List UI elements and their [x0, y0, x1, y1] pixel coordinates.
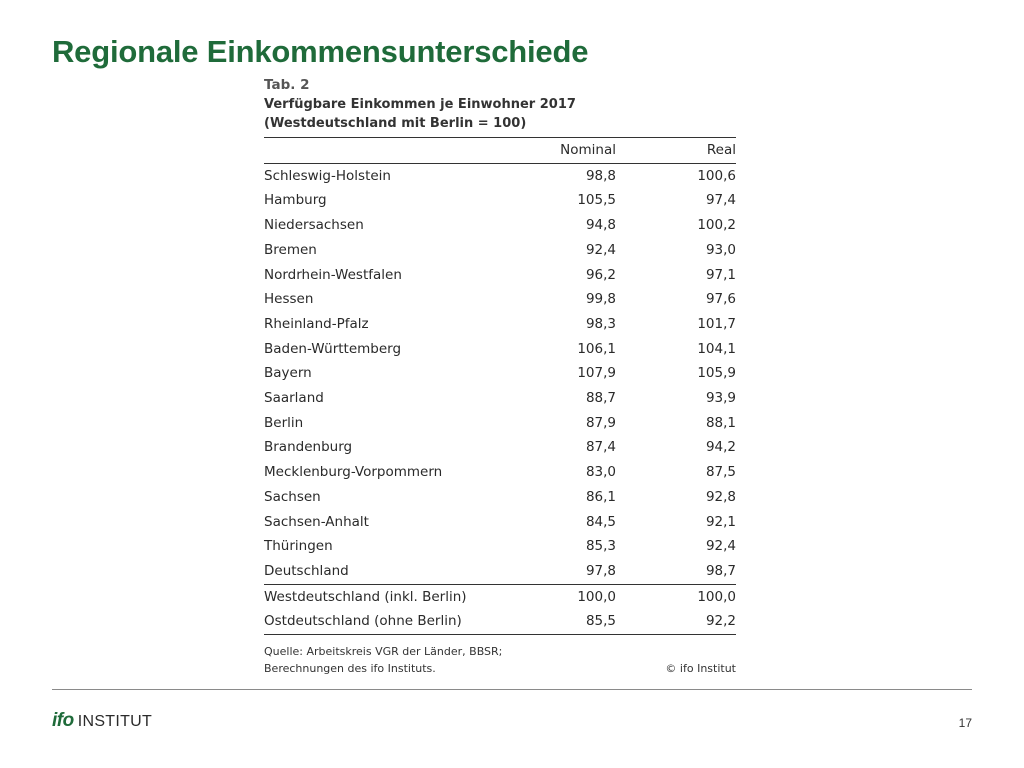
- cell-real: 92,8: [705, 488, 736, 505]
- cell-nominal: 100,0: [496, 583, 616, 610]
- table-row: Ostdeutschland (ohne Berlin) 85,5 92,2: [264, 609, 736, 636]
- cell-real: 93,0: [705, 241, 736, 258]
- table-row: Hessen 99,8 97,6: [264, 287, 736, 312]
- cell-nominal: 98,8: [585, 167, 616, 184]
- column-header-region: [264, 138, 496, 164]
- logo-institut-text: INSTITUT: [77, 713, 153, 730]
- table-row: Westdeutschland (inkl. Berlin) 100,0 100,0: [264, 583, 736, 610]
- cell-nominal: 92,4: [585, 241, 616, 258]
- table-row: Saarland 88,7 93,9: [264, 386, 736, 411]
- cell-nominal: 85,3: [585, 538, 616, 555]
- cell-nominal: 98,3: [585, 315, 616, 332]
- table-source: Quelle: Arbeitskreis VGR der Länder, BBS…: [264, 643, 736, 677]
- cell-region: Ostdeutschland (ohne Berlin): [264, 609, 496, 636]
- source-line-1: Quelle: Arbeitskreis VGR der Länder, BBS…: [264, 645, 503, 659]
- cell-region: Hamburg: [264, 192, 327, 209]
- cell-region: Bayern: [264, 365, 312, 382]
- slide-title: Regionale Einkommensunterschiede: [52, 34, 589, 69]
- table-caption-line-1: Verfügbare Einkommen je Einwohner 2017: [264, 97, 576, 112]
- cell-nominal: 94,8: [585, 217, 616, 234]
- cell-nominal: 86,1: [585, 488, 616, 505]
- table-caption-line-2: (Westdeutschland mit Berlin = 100): [264, 116, 527, 131]
- cell-nominal: 84,5: [585, 513, 616, 530]
- cell-real: 97,6: [705, 291, 736, 308]
- cell-nominal: 107,9: [577, 365, 616, 382]
- income-table-block: Tab. 2 Verfügbare Einkommen je Einwohner…: [264, 75, 736, 677]
- table-row: Deutschland 97,8 98,7: [264, 559, 736, 584]
- source-line-2: Berechnungen des ifo Instituts.: [264, 662, 436, 676]
- cell-real: 92,4: [705, 538, 736, 555]
- cell-region: Sachsen-Anhalt: [264, 513, 369, 530]
- cell-region: Mecklenburg-Vorpommern: [264, 464, 443, 481]
- table-row: Hamburg 105,5 97,4: [264, 188, 736, 213]
- cell-region: Thüringen: [264, 538, 333, 555]
- table-top-rule: [264, 137, 736, 138]
- cell-real: 105,9: [697, 365, 736, 382]
- cell-nominal: 87,4: [585, 439, 616, 456]
- cell-nominal: 99,8: [585, 291, 616, 308]
- cell-real: 92,1: [705, 513, 736, 530]
- table-row: Brandenburg 87,4 94,2: [264, 435, 736, 460]
- cell-nominal: 83,0: [585, 464, 616, 481]
- cell-real: 92,2: [616, 609, 736, 636]
- cell-real: 88,1: [705, 414, 736, 431]
- cell-real: 94,2: [705, 439, 736, 456]
- cell-region: Deutschland: [264, 562, 349, 579]
- cell-region: Baden-Württemberg: [264, 340, 402, 357]
- table-row: Bayern 107,9 105,9: [264, 361, 736, 386]
- table-body: Schleswig-Holstein 98,8 100,6 Hamburg 105,5 9…: [264, 163, 736, 584]
- column-header-nominal: Nominal: [496, 138, 616, 164]
- table-label: Tab. 2: [264, 77, 310, 93]
- cell-real: 87,5: [705, 464, 736, 481]
- cell-real: 98,7: [705, 562, 736, 579]
- footer-divider: [52, 689, 972, 690]
- cell-region: Berlin: [264, 414, 304, 431]
- page-number: 17: [958, 716, 972, 730]
- table-row: Niedersachsen 94,8 100,2: [264, 213, 736, 238]
- table-row: Nordrhein-Westfalen 96,2 97,1: [264, 263, 736, 288]
- table-row: Schleswig-Holstein 98,8 100,6: [264, 163, 736, 188]
- cell-nominal: 106,1: [577, 340, 616, 357]
- cell-nominal: 96,2: [585, 266, 616, 283]
- table-row: Sachsen-Anhalt 84,5 92,1: [264, 510, 736, 535]
- cell-real: 97,4: [705, 192, 736, 209]
- column-header-real: Real: [616, 138, 736, 164]
- cell-real: 93,9: [705, 390, 736, 407]
- table-row: Thüringen 85,3 92,4: [264, 534, 736, 559]
- cell-region: Niedersachsen: [264, 217, 364, 234]
- cell-real: 100,2: [697, 217, 736, 234]
- cell-real: 97,1: [705, 266, 736, 283]
- cell-real: 100,6: [697, 167, 736, 184]
- table-row: Bremen 92,4 93,0: [264, 238, 736, 263]
- cell-region: Brandenburg: [264, 439, 353, 456]
- table-row: Mecklenburg-Vorpommern 83,0 87,5: [264, 460, 736, 485]
- cell-region: Saarland: [264, 390, 324, 407]
- table-totals: Westdeutschland (inkl. Berlin) 100,0 100,0…: [264, 583, 736, 636]
- cell-region: Bremen: [264, 241, 317, 258]
- logo-ifo-text: ifo: [52, 710, 74, 731]
- table-row: Sachsen 86,1 92,8: [264, 485, 736, 510]
- cell-region: Rheinland-Pfalz: [264, 315, 369, 332]
- table-row: Baden-Württemberg 106,1 104,1: [264, 337, 736, 362]
- cell-region: Schleswig-Holstein: [264, 167, 391, 184]
- cell-region: Westdeutschland (inkl. Berlin): [264, 583, 496, 610]
- cell-nominal: 88,7: [585, 390, 616, 407]
- cell-real: 100,0: [616, 583, 736, 610]
- table-row: Rheinland-Pfalz 98,3 101,7: [264, 312, 736, 337]
- cell-nominal: 85,5: [496, 609, 616, 636]
- income-table: Nominal Real Schleswig-Holstein 98,8 100,6…: [264, 138, 736, 636]
- cell-region: Sachsen: [264, 488, 321, 505]
- ifo-institut-logo: ifo INSTITUT: [52, 710, 152, 734]
- cell-nominal: 105,5: [577, 192, 616, 209]
- table-row: Berlin 87,9 88,1: [264, 411, 736, 436]
- cell-region: Hessen: [264, 291, 314, 308]
- table-header-row: Nominal Real: [264, 138, 736, 164]
- cell-real: 101,7: [697, 315, 736, 332]
- cell-real: 104,1: [697, 340, 736, 357]
- cell-region: Nordrhein-Westfalen: [264, 266, 402, 283]
- cell-nominal: 97,8: [585, 562, 616, 579]
- copyright-note: © ifo Institut: [665, 662, 736, 676]
- cell-nominal: 87,9: [585, 414, 616, 431]
